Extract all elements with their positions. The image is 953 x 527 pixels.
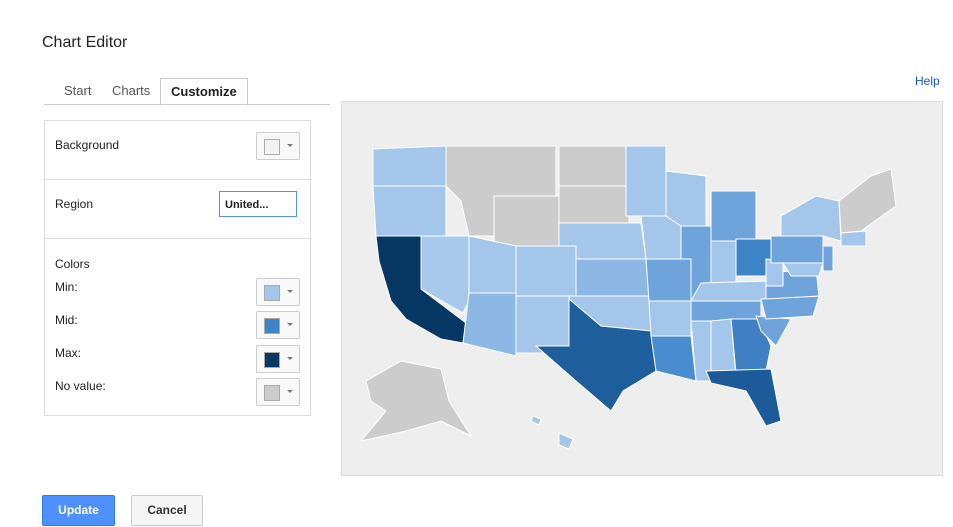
help-link[interactable]: Help xyxy=(915,74,940,88)
states xyxy=(359,145,897,450)
map-preview xyxy=(341,101,943,476)
tab[interactable]: Charts xyxy=(112,83,151,98)
options-panel: Background Region United... Colors Min: … xyxy=(44,120,311,416)
color-picker[interactable] xyxy=(256,378,300,406)
label: Min: xyxy=(55,280,78,294)
update-button[interactable]: Update xyxy=(42,495,115,526)
section: Background xyxy=(45,121,310,180)
label: Region xyxy=(55,197,94,211)
label: Max: xyxy=(55,346,82,360)
cancel-button[interactable]: Cancel xyxy=(131,495,203,526)
label: Background xyxy=(55,138,120,152)
color-picker[interactable] xyxy=(256,132,300,160)
color-picker[interactable] xyxy=(256,278,300,306)
tab-line xyxy=(44,104,330,105)
tab[interactable]: Start xyxy=(64,83,92,98)
title: Chart Editor xyxy=(42,34,128,51)
region-dropdown[interactable]: United... xyxy=(219,191,297,217)
label: No value: xyxy=(55,379,106,393)
section: Region United... xyxy=(45,180,310,239)
label: Mid: xyxy=(55,313,78,327)
label: Colors xyxy=(55,257,90,271)
tab-active[interactable]: Customize xyxy=(160,78,248,106)
color-picker[interactable] xyxy=(256,345,300,373)
color-picker[interactable] xyxy=(256,311,300,339)
